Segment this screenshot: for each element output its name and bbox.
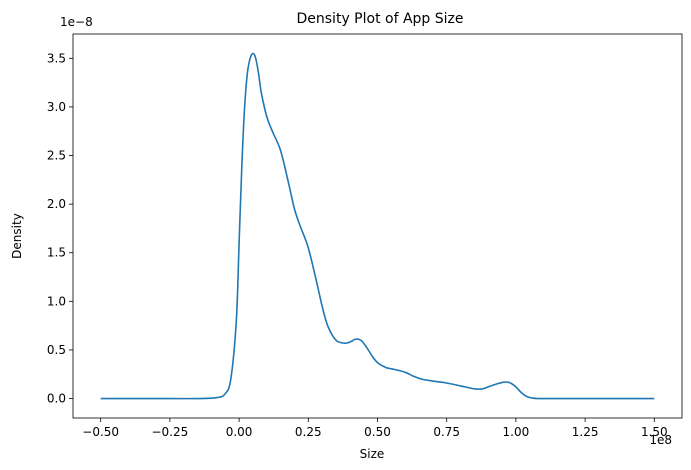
y-tick-label: 2.0 bbox=[47, 197, 66, 211]
y-axis-label: Density bbox=[10, 213, 24, 259]
y-tick-label: 1.0 bbox=[47, 294, 66, 308]
y-tick-label: 0.0 bbox=[47, 392, 66, 406]
x-tick-label: −0.25 bbox=[151, 425, 188, 439]
y-tick-label: 3.0 bbox=[47, 100, 66, 114]
plot-area: −0.50 −0.25 0.00 0.25 0.50 0.75 1.00 1.25 1.50 0.… bbox=[47, 33, 683, 439]
y-offset-label: 1e−8 bbox=[60, 15, 93, 29]
density-line bbox=[100, 52, 655, 400]
plot-frame bbox=[72, 33, 683, 419]
x-tick-label: 1.50 bbox=[641, 425, 668, 439]
x-tick-label: 0.25 bbox=[295, 425, 322, 439]
x-tick-label: 1.00 bbox=[503, 425, 530, 439]
x-axis-label: Size bbox=[360, 447, 385, 461]
x-tick-label: 0.00 bbox=[226, 425, 253, 439]
y-tick-label: 0.5 bbox=[47, 343, 66, 357]
y-tick-label: 1.5 bbox=[47, 246, 66, 260]
x-tick-label: 1.25 bbox=[572, 425, 599, 439]
x-tick-label: −0.50 bbox=[82, 425, 119, 439]
x-tick-label: 0.50 bbox=[364, 425, 391, 439]
chart-title: Density Plot of App Size bbox=[297, 11, 464, 27]
y-tick-label: 3.5 bbox=[47, 51, 66, 65]
x-offset-label: 1e8 bbox=[649, 433, 672, 447]
x-tick-label: 0.75 bbox=[433, 425, 460, 439]
y-tick-label: 2.5 bbox=[47, 149, 66, 163]
